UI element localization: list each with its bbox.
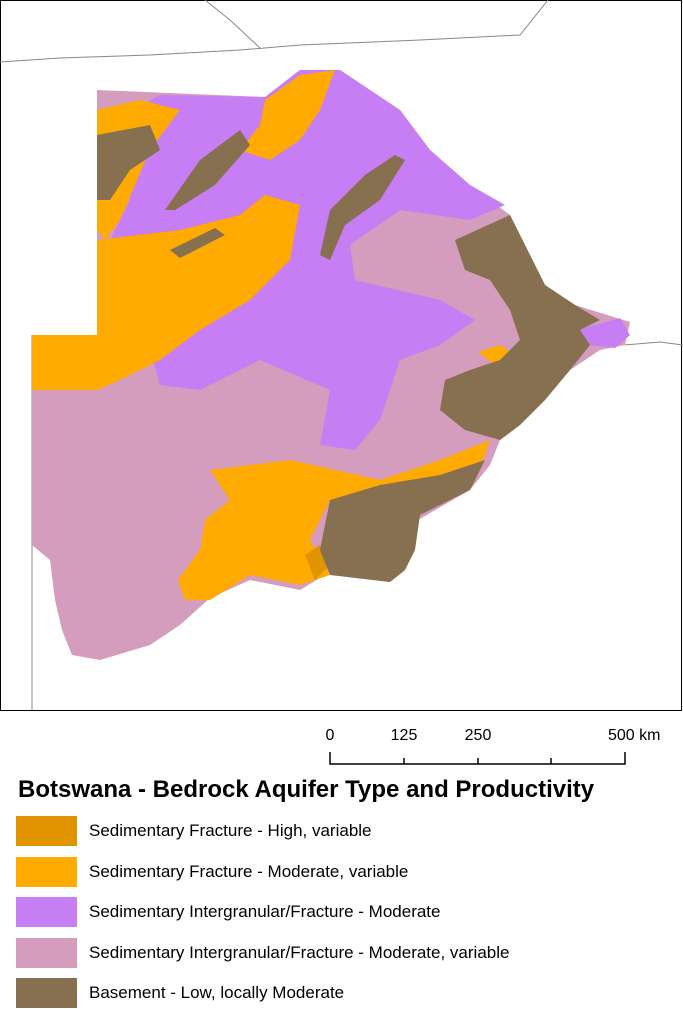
legend-swatch bbox=[16, 978, 77, 1008]
legend-item: Sedimentary Fracture - High, variable bbox=[16, 815, 372, 847]
legend-swatch bbox=[16, 937, 77, 968]
map: 0 125 250 500 km bbox=[0, 0, 683, 765]
legend-label: Basement - Low, locally Moderate bbox=[89, 983, 345, 1002]
legend-swatch bbox=[16, 816, 77, 846]
legend-item: Sedimentary Intergranular/Fracture - Mod… bbox=[16, 896, 441, 928]
scale-bar: 0 125 250 500 km bbox=[326, 727, 660, 765]
legend-item: Basement - Low, locally Moderate bbox=[16, 977, 344, 1009]
legend-label: Sedimentary Fracture - High, variable bbox=[89, 821, 372, 840]
region-brown-strip bbox=[170, 228, 225, 258]
region-brown-south bbox=[320, 460, 485, 582]
scale-label: 500 km bbox=[608, 727, 660, 744]
legend-label: Sedimentary Fracture - Moderate, variabl… bbox=[89, 861, 409, 881]
region-brown bbox=[440, 215, 600, 440]
region-orange-north bbox=[240, 70, 335, 160]
scale-label: 125 bbox=[391, 727, 418, 744]
legend-item: Sedimentary Intergranular/Fracture - Mod… bbox=[16, 937, 509, 969]
legend-label: Sedimentary Intergranular/Fracture - Mod… bbox=[89, 902, 441, 921]
legend-item: Sedimentary Fracture - Moderate, variabl… bbox=[16, 856, 408, 888]
legend-swatch bbox=[16, 897, 77, 927]
region-orange bbox=[32, 195, 300, 390]
legend-swatch bbox=[16, 856, 77, 887]
legend-label: Sedimentary Intergranular/Fracture - Mod… bbox=[89, 942, 510, 962]
region-brown-nw bbox=[97, 125, 160, 200]
region-brown-ridge bbox=[320, 155, 405, 260]
region-brown-band bbox=[165, 130, 250, 210]
scale-label: 0 bbox=[326, 727, 335, 744]
legend-title: Botswana - Bedrock Aquifer Type and Prod… bbox=[18, 776, 595, 803]
region-purple-east bbox=[578, 318, 630, 348]
scale-line bbox=[329, 752, 626, 765]
scale-label: 250 bbox=[465, 727, 492, 744]
